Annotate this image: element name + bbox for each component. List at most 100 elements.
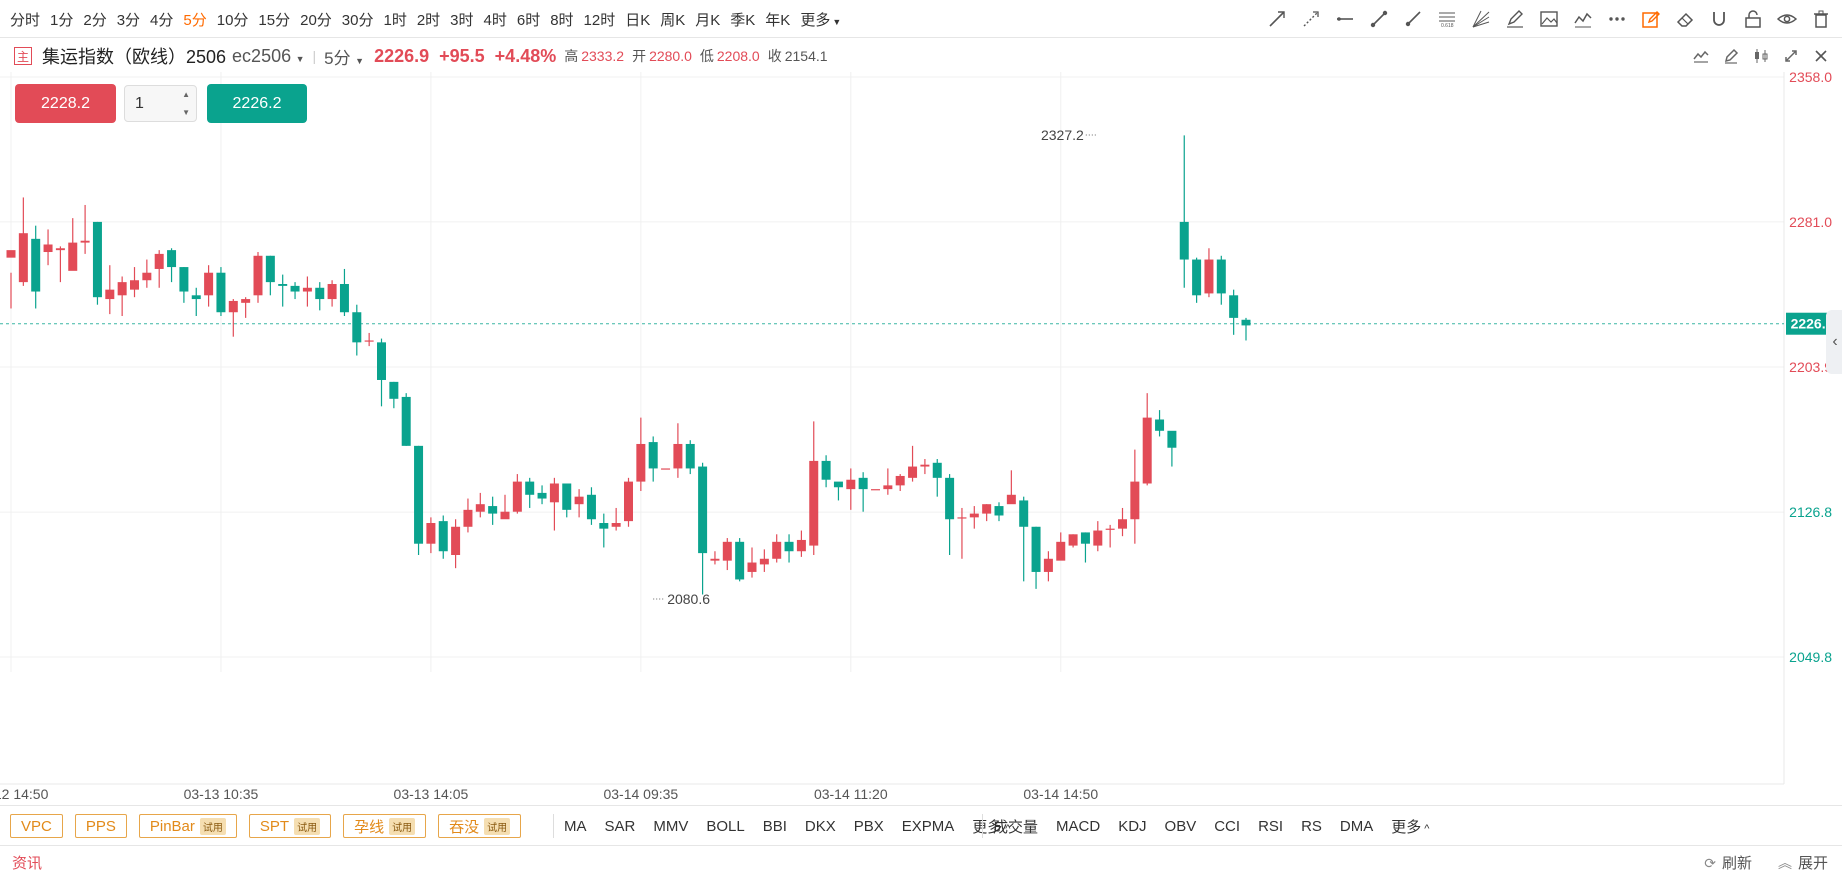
candle-body (1167, 430, 1177, 448)
period-tab[interactable]: 分时 (10, 9, 40, 30)
candle-body (463, 509, 473, 527)
indicator-item[interactable]: RSI (1258, 818, 1283, 835)
period-tab[interactable]: 3时 (450, 9, 473, 30)
period-tab[interactable]: 4分 (150, 9, 173, 30)
lock-icon[interactable] (1742, 8, 1764, 30)
period-tab[interactable]: 15分 (258, 9, 290, 30)
ray-icon[interactable] (1402, 8, 1424, 30)
increment-icon[interactable]: ▲ (182, 90, 190, 99)
indicator-item[interactable]: 成交量 (993, 816, 1038, 837)
pattern-pill[interactable]: PPS (74, 814, 127, 838)
indicator-item[interactable]: DKX (805, 818, 836, 835)
period-tab[interactable]: 12时 (584, 9, 616, 30)
indicator-item[interactable]: MACD (1056, 818, 1100, 835)
trend-line-icon[interactable] (1266, 8, 1288, 30)
period-tab[interactable]: 月K (695, 9, 720, 30)
indicator-item[interactable]: OBV (1165, 818, 1197, 835)
delete-icon[interactable] (1810, 8, 1832, 30)
period-tab[interactable]: 季K (730, 9, 755, 30)
period-tab[interactable]: 10分 (217, 9, 249, 30)
decrement-icon[interactable]: ▼ (182, 108, 190, 117)
period-tab[interactable]: 更多 ▼ (800, 9, 841, 30)
candle-body (945, 477, 955, 520)
period-tab[interactable]: 3分 (117, 9, 140, 30)
period-tab[interactable]: 1分 (50, 9, 73, 30)
period-tab[interactable]: 6时 (517, 9, 540, 30)
quantity-stepper[interactable]: 1 ▲ ▼ (124, 85, 197, 122)
segment-icon[interactable] (1368, 8, 1390, 30)
period-tab[interactable]: 5分 (183, 9, 206, 30)
sell-button[interactable]: 2226.2 (207, 84, 307, 123)
period-tab[interactable]: 30分 (342, 9, 374, 30)
candle-body (599, 523, 609, 529)
pattern-pill[interactable]: VPC (10, 814, 63, 838)
current-period: 5分 (324, 48, 351, 68)
candle-body (414, 445, 424, 544)
brush-icon[interactable] (1504, 8, 1526, 30)
period-tab[interactable]: 年K (765, 9, 790, 30)
indicator-item[interactable]: DMA (1340, 818, 1373, 835)
pencil-icon[interactable] (1718, 44, 1744, 68)
indicator-item[interactable]: PBX (854, 818, 884, 835)
indicator-item[interactable]: MA (564, 818, 587, 835)
fullscreen-icon[interactable] (1778, 44, 1804, 68)
chevron-down-icon: ▼ (352, 55, 365, 66)
extended-line-icon[interactable] (1300, 8, 1322, 30)
indicator-item[interactable]: RS (1301, 818, 1322, 835)
indicator-label: EXPMA (901, 817, 955, 835)
horizontal-line-icon[interactable] (1334, 8, 1356, 30)
fibonacci-icon[interactable]: 0.618 (1436, 8, 1458, 30)
close-icon[interactable] (1808, 44, 1834, 68)
period-tab[interactable]: 2时 (417, 9, 440, 30)
period-tab[interactable]: 8时 (550, 9, 573, 30)
news-tab[interactable]: 资讯 (12, 855, 43, 872)
open-label: 开 (632, 48, 647, 64)
x-tick-label: 03-13 10:35 (184, 786, 259, 802)
quantity-input[interactable]: 1 (135, 95, 144, 112)
indicator-item[interactable]: MMV (653, 818, 688, 835)
candle-body (1192, 259, 1202, 296)
period-tab[interactable]: 20分 (300, 9, 332, 30)
period-tab[interactable]: 1时 (383, 9, 406, 30)
period-selector[interactable]: 5分 ▼ (324, 44, 364, 69)
line-chart-icon[interactable] (1688, 44, 1714, 68)
indicator-item[interactable]: BBI (763, 818, 787, 835)
indicator-item[interactable]: SAR (605, 818, 636, 835)
chevron-down-icon: ▼ (832, 16, 842, 27)
wave-icon[interactable] (1572, 8, 1594, 30)
symbol-code-selector[interactable]: ec2506 ▼ (232, 46, 304, 67)
eye-icon[interactable] (1776, 8, 1798, 30)
eraser-icon[interactable] (1674, 8, 1696, 30)
refresh-button[interactable]: ⟳ 刷新 (1704, 852, 1752, 873)
indicator-item[interactable]: 更多 ^ (1391, 816, 1429, 837)
candle-body (130, 280, 139, 290)
period-label: 2分 (83, 11, 107, 29)
indicator-item[interactable]: CCI (1214, 818, 1240, 835)
expand-button[interactable]: ︽ 展开 (1778, 852, 1828, 873)
collapse-panel-handle[interactable]: ‹ (1826, 310, 1842, 374)
draw-mode-icon[interactable] (1640, 8, 1662, 30)
buy-button[interactable]: 2228.2 (15, 84, 116, 123)
indicator-item[interactable]: KDJ (1118, 818, 1146, 835)
magnet-icon[interactable] (1708, 8, 1730, 30)
indicator-item[interactable]: 更多 ^ (972, 816, 1010, 837)
pattern-pill[interactable]: 吞没 试用 (438, 814, 522, 838)
candlestick-icon[interactable] (1748, 44, 1774, 68)
candlestick-chart[interactable]: 03-12 14:50 03-13 10:35 03-13 14:05 03-14 0… (0, 72, 1842, 806)
period-tab[interactable]: 2分 (83, 9, 106, 30)
pattern-pill[interactable]: SPT 试用 (248, 814, 332, 838)
indicator-item[interactable]: BOLL (706, 818, 744, 835)
indicator-item[interactable]: EXPMA (902, 818, 955, 835)
fan-icon[interactable] (1470, 8, 1492, 30)
period-tab[interactable]: 日K (625, 9, 650, 30)
image-icon[interactable] (1538, 8, 1560, 30)
candle-body (6, 250, 16, 258)
period-tab[interactable]: 4时 (484, 9, 507, 30)
pill-label: SPT (259, 817, 290, 835)
candle-body (438, 521, 448, 552)
pattern-pill[interactable]: 孕线 试用 (343, 814, 427, 838)
period-tab[interactable]: 周K (660, 9, 685, 30)
candle-body (920, 464, 930, 467)
pattern-pill[interactable]: PinBar 试用 (138, 814, 237, 838)
more-icon[interactable] (1606, 8, 1628, 30)
